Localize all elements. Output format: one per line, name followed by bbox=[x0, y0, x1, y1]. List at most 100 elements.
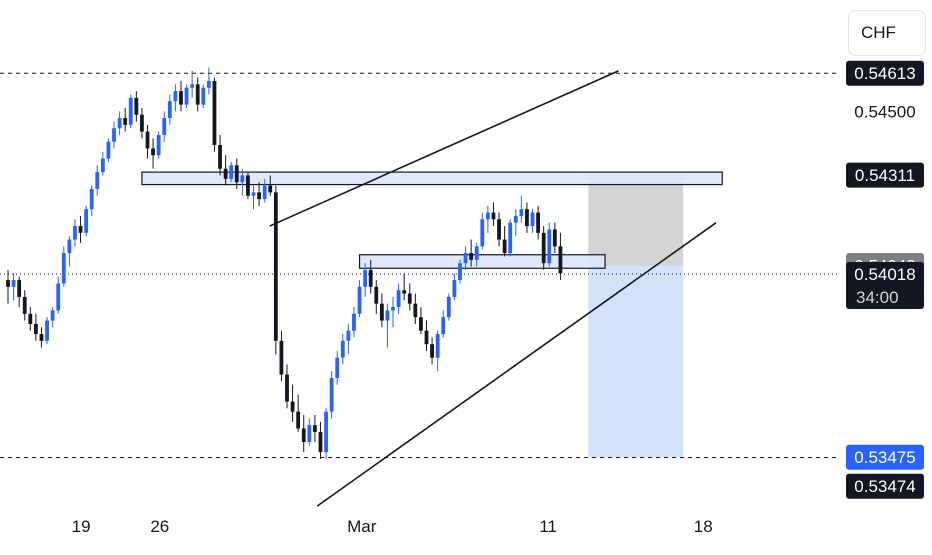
candle-body bbox=[73, 226, 77, 240]
candle bbox=[234, 158, 239, 189]
candle bbox=[223, 155, 228, 186]
candle-body bbox=[491, 212, 496, 220]
candle bbox=[67, 236, 72, 267]
candle-body bbox=[368, 269, 373, 287]
candle bbox=[541, 226, 546, 270]
candle bbox=[519, 195, 524, 223]
candle-body bbox=[257, 192, 261, 200]
candle-body bbox=[424, 330, 429, 345]
candle-body bbox=[313, 425, 317, 432]
candle bbox=[117, 111, 122, 135]
candle-body bbox=[45, 320, 49, 341]
candle-body bbox=[262, 185, 267, 200]
candle-body bbox=[335, 357, 340, 378]
candle-body bbox=[318, 431, 323, 453]
candle bbox=[56, 276, 61, 314]
zone-upper bbox=[141, 171, 723, 186]
candle bbox=[184, 84, 189, 108]
candle-body bbox=[218, 145, 222, 169]
candle-body bbox=[402, 290, 407, 294]
stop-loss-zone bbox=[588, 175, 684, 266]
candle-body bbox=[28, 313, 33, 324]
currency-label: CHF bbox=[861, 23, 896, 42]
candle-body bbox=[508, 222, 513, 254]
candle bbox=[123, 107, 128, 132]
candle bbox=[458, 259, 462, 284]
price-label-resistance-bg bbox=[846, 162, 924, 188]
candle bbox=[128, 94, 133, 129]
candle bbox=[279, 330, 284, 382]
candle-body bbox=[324, 411, 328, 453]
candle bbox=[212, 77, 217, 152]
candle bbox=[463, 246, 468, 270]
candle bbox=[402, 273, 407, 301]
candle-body bbox=[469, 253, 474, 260]
x-tick-label: 19 bbox=[72, 517, 91, 536]
candle-body bbox=[485, 212, 490, 220]
candle-body bbox=[22, 296, 27, 314]
candle bbox=[145, 124, 150, 159]
candle bbox=[112, 121, 116, 149]
candle bbox=[106, 138, 111, 162]
candle-body bbox=[106, 141, 111, 159]
candle-body bbox=[552, 229, 557, 247]
candle bbox=[273, 185, 278, 355]
candle-body bbox=[17, 280, 22, 297]
candle-body bbox=[480, 219, 485, 247]
price-label-resistance: 0.54311 bbox=[846, 162, 924, 188]
candle bbox=[100, 151, 105, 176]
price-label-low: 0.53474 bbox=[846, 473, 924, 499]
candle bbox=[379, 293, 384, 328]
candle-body bbox=[134, 97, 139, 115]
candle-body bbox=[112, 128, 116, 142]
candle-body bbox=[117, 118, 122, 129]
candle-body bbox=[201, 87, 206, 105]
channel-upper-line bbox=[269, 70, 619, 227]
candle-body bbox=[463, 253, 468, 264]
candle bbox=[357, 280, 362, 318]
candle bbox=[536, 205, 540, 240]
x-tick-label: 26 bbox=[150, 517, 169, 536]
candle bbox=[190, 70, 195, 98]
candle bbox=[290, 384, 295, 422]
candle-body bbox=[145, 131, 150, 149]
candle-body bbox=[419, 317, 423, 331]
last-close-bg bbox=[846, 261, 924, 309]
candle-body bbox=[84, 209, 89, 233]
candle-body bbox=[346, 330, 351, 341]
candle bbox=[491, 202, 496, 227]
currency-button[interactable]: CHF bbox=[848, 10, 926, 56]
candle-body bbox=[179, 91, 183, 105]
candle-body bbox=[6, 280, 10, 287]
candles-group bbox=[6, 67, 563, 459]
candle-body bbox=[251, 192, 256, 196]
candle bbox=[352, 307, 356, 338]
candle-body bbox=[519, 209, 524, 216]
candle-body bbox=[296, 411, 301, 429]
candle-body bbox=[301, 428, 306, 443]
candle-body bbox=[340, 340, 345, 358]
candle-body bbox=[273, 192, 278, 341]
candle-body bbox=[363, 269, 368, 287]
candle bbox=[485, 205, 490, 233]
candle-body bbox=[536, 212, 540, 233]
candle bbox=[446, 293, 451, 321]
candle bbox=[407, 283, 412, 311]
candle-body bbox=[223, 168, 228, 179]
candle-body bbox=[279, 340, 284, 375]
candle bbox=[502, 226, 507, 257]
candle bbox=[513, 209, 518, 237]
candle-body bbox=[67, 239, 72, 254]
candle-body bbox=[497, 219, 501, 240]
price-label-low-text: 0.53474 bbox=[854, 477, 915, 496]
candle bbox=[368, 259, 373, 294]
candle-body bbox=[190, 84, 195, 88]
price-label-target: 0.53475 bbox=[846, 444, 924, 470]
candle-body bbox=[396, 290, 401, 308]
candle-body bbox=[452, 280, 457, 297]
candle-body bbox=[357, 286, 362, 314]
candle-body bbox=[391, 307, 395, 311]
candle bbox=[346, 323, 351, 355]
